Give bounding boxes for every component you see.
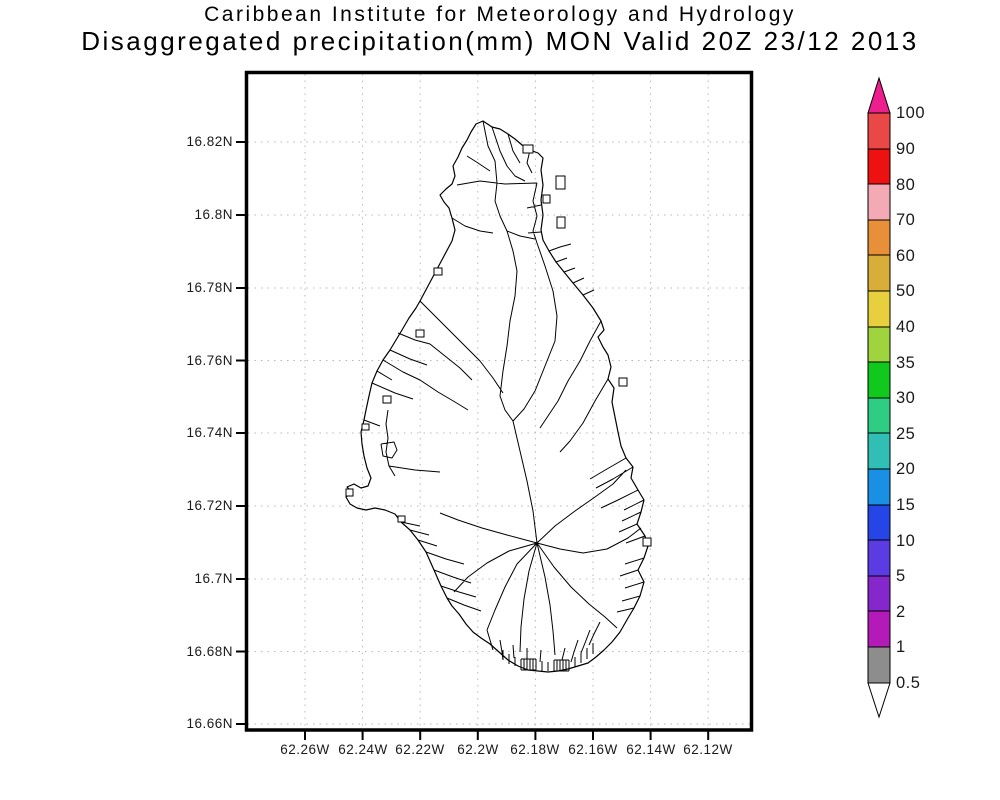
x-axis-ticks	[304, 731, 710, 740]
colorbar-label: 90	[896, 140, 915, 158]
colorbar-label: 10	[896, 532, 915, 550]
coastal-grid-square	[522, 144, 534, 154]
x-axis-label: 62.12W	[683, 742, 733, 757]
colorbar-label: 60	[896, 247, 915, 265]
colorbar: 100 90 80 70 60 50 40 35 30 25 20 15 10 …	[867, 76, 925, 719]
coastal-grid-square	[642, 537, 652, 547]
x-axis-label: 62.14W	[626, 742, 676, 757]
coastal-grid-square	[433, 267, 443, 276]
colorbar-label: 15	[896, 496, 915, 514]
colorbar-labels: 100 90 80 70 60 50 40 35 30 25 20 15 10 …	[896, 104, 925, 692]
coastal-grid-square	[361, 423, 370, 431]
colorbar-label: 30	[896, 389, 915, 407]
y-axis-labels: 16.82N 16.8N 16.78N 16.76N 16.74N 16.72N…	[186, 134, 233, 731]
plot-title-line1: Caribbean Institute for Meteorology and …	[204, 3, 796, 26]
colorbar-band	[867, 290, 891, 328]
colorbar-label: 100	[896, 104, 925, 122]
coastal-grid-squares	[345, 144, 652, 547]
y-axis-ticks	[236, 141, 245, 725]
colorbar-label: 1	[896, 638, 906, 656]
colorbar-band	[867, 112, 891, 150]
x-axis-labels: 62.26W 62.24W 62.22W 62.2W 62.18W 62.16W…	[280, 742, 733, 757]
colorbar-band	[867, 539, 891, 577]
y-axis-label: 16.76N	[186, 353, 233, 368]
colorbar-label: 0.5	[896, 674, 920, 692]
colorbar-label: 70	[896, 211, 915, 229]
watershed-boundaries	[363, 120, 646, 663]
colorbar-band	[867, 361, 891, 399]
colorbar-band	[867, 183, 891, 221]
colorbar-band	[867, 468, 891, 506]
y-axis-label: 16.78N	[186, 280, 233, 295]
y-axis-label: 16.8N	[194, 207, 233, 222]
colorbar-band	[867, 646, 891, 684]
colorbar-band	[867, 432, 891, 470]
south-coast-gullies	[502, 643, 594, 672]
colorbar-band	[867, 326, 891, 363]
colorbar-label: 35	[896, 354, 915, 372]
coastal-grid-square	[542, 194, 551, 204]
y-axis-label: 16.7N	[194, 571, 233, 586]
coastal-grid-square	[345, 488, 354, 497]
y-axis-label: 16.66N	[186, 716, 233, 731]
plot-border	[244, 70, 754, 732]
colorbar-arrow-up	[867, 76, 891, 114]
x-axis-label: 62.24W	[338, 742, 388, 757]
coastal-grid-square	[397, 515, 406, 523]
y-axis-label: 16.82N	[186, 134, 233, 149]
colorbar-band	[867, 397, 891, 434]
colorbar-band	[867, 504, 891, 541]
x-axis-label: 62.16W	[568, 742, 618, 757]
y-axis-label: 16.68N	[186, 644, 233, 659]
colorbar-label: 5	[896, 567, 906, 585]
y-axis-label: 16.72N	[186, 498, 233, 513]
colorbar-band	[867, 575, 891, 612]
x-axis-label: 62.18W	[510, 742, 560, 757]
colorbar-label: 20	[896, 460, 915, 478]
island-coastline	[345, 120, 649, 673]
colorbar-arrow-down	[867, 682, 891, 719]
colorbar-band	[867, 219, 891, 256]
colorbar-band	[867, 254, 891, 292]
coastal-grid-square	[382, 395, 392, 404]
plot-title-line2: Disaggregated precipitation(mm) MON Vali…	[81, 26, 919, 56]
coastal-grid-square	[618, 377, 628, 387]
colorbar-label: 2	[896, 603, 906, 621]
colorbar-band	[867, 610, 891, 648]
x-axis-label: 62.22W	[395, 742, 445, 757]
coastal-grid-square	[556, 216, 566, 229]
coastal-grid-square	[415, 329, 425, 338]
y-axis-label: 16.74N	[186, 425, 233, 440]
grid-lines-horizontal	[248, 141, 750, 725]
colorbar-label: 50	[896, 282, 915, 300]
colorbar-label: 25	[896, 425, 915, 443]
grid-lines-vertical	[304, 74, 709, 728]
colorbar-band	[867, 148, 891, 185]
colorbar-label: 40	[896, 318, 915, 336]
x-axis-label: 62.26W	[280, 742, 330, 757]
colorbar-label: 80	[896, 176, 915, 194]
x-axis-label: 62.2W	[457, 742, 499, 757]
coastal-grid-square	[555, 175, 566, 190]
